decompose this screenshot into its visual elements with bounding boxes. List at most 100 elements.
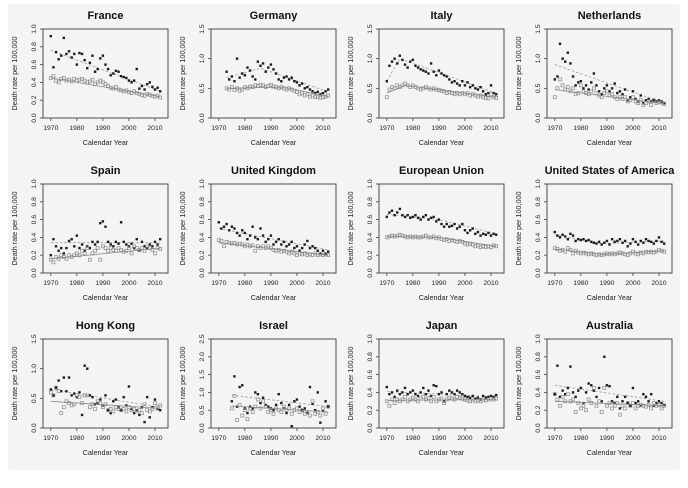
y-tick-label: 0.5 (199, 83, 206, 93)
filled-square-marker (80, 52, 84, 56)
filled-square-marker (140, 240, 144, 244)
y-tick-label: 1.0 (31, 364, 38, 374)
open-square-marker (646, 250, 651, 255)
filled-square-marker (453, 392, 456, 396)
filled-square-marker (132, 411, 136, 415)
y-tick-label: 0.6 (31, 60, 38, 70)
x-tick-label: 2000 (289, 280, 304, 287)
filled-square-marker (261, 396, 265, 399)
open-square-marker (387, 87, 392, 92)
open-square-marker (116, 87, 121, 92)
open-square-marker (552, 95, 557, 100)
y-axis-label: Death rate per 100,000 (346, 347, 355, 421)
filled-square-marker (621, 241, 624, 244)
filled-square-marker (259, 227, 262, 230)
open-square-marker (638, 250, 643, 255)
filled-square-marker (414, 64, 417, 67)
open-square-marker (586, 397, 591, 402)
filled-square-marker (385, 385, 389, 389)
filled-square-marker (385, 215, 389, 219)
filled-square-marker (631, 386, 635, 390)
y-tick-label: 1.0 (31, 179, 38, 189)
panel-title: United Kingdom (231, 165, 316, 177)
filled-square-marker (52, 237, 55, 241)
filled-square-marker (655, 401, 658, 405)
open-square-marker (641, 403, 646, 408)
filled-square-marker (238, 76, 241, 79)
open-square-marker (599, 410, 604, 414)
filled-square-marker (409, 391, 412, 394)
x-tick-label: 2010 (483, 435, 498, 442)
filled-square-marker (385, 80, 389, 83)
filled-square-marker (254, 236, 257, 239)
open-square-marker (85, 393, 90, 398)
open-square-marker (486, 244, 491, 249)
panel-australia: Australia 0.0 0.2 0.4 0.6 0.8 1.0 1970 1980 1990 2… (512, 315, 680, 470)
open-square-marker (134, 91, 139, 95)
open-square-marker (390, 397, 394, 402)
filled-square-marker (99, 221, 102, 225)
filled-square-marker (474, 397, 477, 400)
filled-square-marker (62, 376, 66, 379)
filled-square-marker (96, 67, 99, 71)
filled-square-marker (158, 409, 162, 412)
filled-square-marker (285, 411, 288, 415)
filled-square-marker (70, 237, 73, 241)
trend-line-dashed (386, 213, 497, 235)
filled-square-marker (419, 218, 422, 221)
open-square-marker (416, 235, 420, 240)
x-tick-label: 1970 (211, 125, 226, 132)
open-square-marker (384, 399, 389, 404)
filled-square-marker (416, 66, 420, 69)
filled-square-marker (267, 237, 270, 241)
x-tick-label: 1990 (599, 280, 614, 287)
filled-square-marker (626, 245, 629, 248)
filled-square-marker (492, 91, 495, 95)
x-tick-label: 2010 (651, 280, 666, 287)
x-tick-label: 1980 (237, 125, 252, 132)
filled-square-marker (437, 69, 441, 72)
filled-square-marker (388, 64, 391, 67)
filled-square-marker (427, 389, 430, 392)
x-tick-label: 2000 (457, 435, 472, 442)
x-axis-label: Calendar Year (251, 448, 297, 457)
filled-square-marker (148, 416, 151, 419)
filled-square-marker (647, 239, 650, 243)
y-tick-label: 0.4 (31, 77, 38, 87)
y-axis-label: Death rate per 100,000 (514, 347, 523, 421)
filled-square-marker (474, 87, 477, 90)
open-square-marker (93, 407, 97, 411)
open-square-marker (395, 233, 400, 238)
filled-square-marker (463, 394, 467, 398)
plot-united-kingdom: United Kingdom 0.0 0.2 0.4 0.6 0.8 1.0 1970 1980… (178, 165, 337, 302)
y-tick-label: 1.0 (535, 179, 542, 189)
y-tick-label: 0.4 (535, 232, 542, 242)
filled-square-marker (429, 216, 433, 220)
open-square-marker (271, 248, 276, 252)
open-square-marker (150, 407, 155, 411)
filled-square-marker (158, 90, 162, 93)
filled-square-marker (267, 405, 270, 408)
open-square-marker (321, 253, 325, 258)
open-square-marker (88, 405, 92, 410)
panel-hong-kong: Hong Kong 0.0 0.5 1.0 1.5 1970 1980 1990 2000 201… (8, 315, 176, 470)
open-square-marker (229, 241, 234, 246)
panel-title: Spain (91, 165, 121, 177)
filled-square-marker (618, 407, 622, 410)
open-square-marker (618, 250, 622, 255)
x-tick-label: 1980 (573, 125, 588, 132)
filled-square-marker (225, 222, 228, 226)
open-square-marker (576, 91, 581, 95)
filled-square-marker (660, 401, 663, 405)
x-tick-label: 1990 (263, 435, 278, 442)
open-square-marker (93, 248, 97, 253)
filled-square-marker (88, 61, 92, 65)
x-tick-label: 1970 (379, 435, 394, 442)
open-square-marker (483, 95, 488, 100)
filled-square-marker (274, 240, 278, 244)
filled-square-marker (119, 74, 123, 78)
plot-spain: Spain 0.0 0.2 0.4 0.6 0.8 1.0 1970 1980 1990 2000 2… (10, 165, 169, 302)
y-tick-label: 0.5 (535, 83, 542, 93)
open-square-marker (403, 234, 407, 239)
open-square-marker (106, 248, 110, 253)
